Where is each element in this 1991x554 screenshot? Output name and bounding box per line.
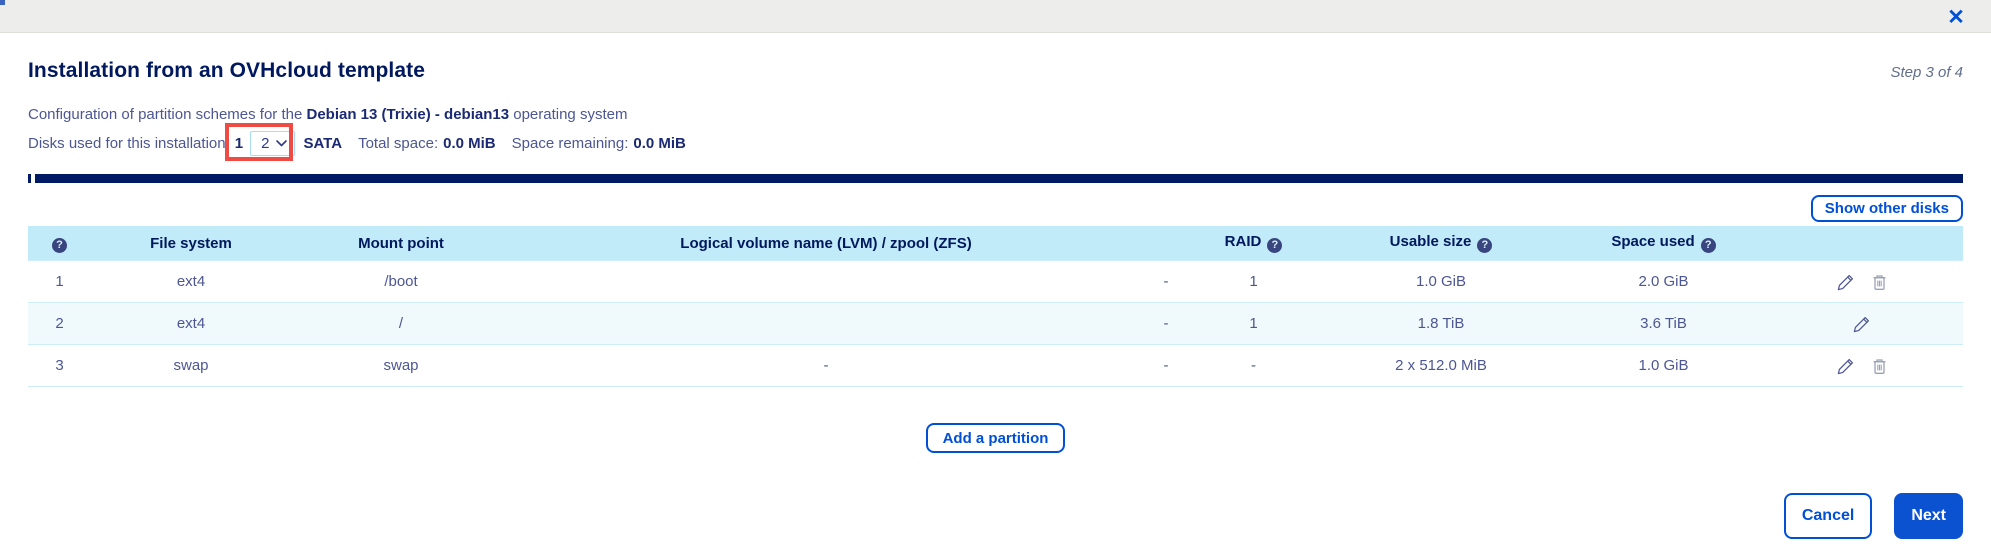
- window-top-bar: ✕: [0, 0, 1991, 33]
- disks-total-value: 1: [234, 134, 244, 152]
- disk-usage-bar: [28, 174, 1963, 183]
- cell-raid: 1: [1249, 273, 1258, 290]
- cell-mount-point: /: [398, 315, 404, 332]
- help-icon[interactable]: ?: [1700, 237, 1716, 253]
- cell-order: 3: [55, 357, 64, 374]
- delete-partition-button[interactable]: [1871, 273, 1888, 291]
- cell-file-system: ext4: [176, 315, 206, 332]
- table-row: 2 ext4 / - 1 1.8 TiB 3.6 TiB: [28, 302, 1963, 344]
- space-remaining-value: 0.0 MiB: [633, 134, 686, 152]
- cell-blank: -: [1163, 357, 1169, 374]
- config-suffix: operating system: [509, 106, 628, 123]
- page-title: Installation from an OVHcloud template: [28, 59, 426, 82]
- config-line: Configuration of partition schemes for t…: [28, 103, 1963, 126]
- cell-space-used: 2.0 GiB: [1638, 273, 1689, 290]
- corner-artifact: [0, 0, 5, 5]
- cell-blank: -: [1163, 273, 1169, 290]
- cell-blank: -: [1163, 315, 1169, 332]
- column-header-file-system: File system: [150, 234, 232, 252]
- partition-table: ? File system Mount point Logical volume…: [28, 226, 1963, 387]
- table-bottom-border: [28, 386, 1963, 387]
- column-header-space-used: Space used?: [1566, 233, 1761, 253]
- space-remaining-label: Space remaining:: [511, 134, 629, 152]
- disk-type-label: SATA: [303, 134, 343, 152]
- cell-usable-size: 2 x 512.0 MiB: [1395, 357, 1487, 374]
- delete-partition-button[interactable]: [1871, 357, 1888, 375]
- os-name: Debian 13 (Trixie) - debian13: [306, 106, 510, 123]
- edit-partition-button[interactable]: [1837, 273, 1855, 291]
- column-header-raid: RAID?: [1191, 233, 1316, 253]
- cell-mount-point: /boot: [384, 273, 418, 290]
- help-icon[interactable]: ?: [1477, 237, 1493, 253]
- config-prefix: Configuration of partition schemes for t…: [28, 106, 307, 123]
- help-icon[interactable]: ?: [1267, 237, 1283, 253]
- cell-raid: -: [1251, 357, 1256, 374]
- show-other-disks-button[interactable]: Show other disks: [1810, 195, 1963, 222]
- cell-file-system: swap: [173, 357, 209, 374]
- next-button[interactable]: Next: [1894, 493, 1963, 539]
- edit-partition-button[interactable]: [1853, 315, 1871, 333]
- table-row: 1 ext4 /boot - 1 1.0 GiB 2.0 GiB: [28, 260, 1963, 302]
- total-space-label: Total space:: [358, 134, 439, 152]
- step-indicator: Step 3 of 4: [1890, 64, 1963, 81]
- cell-raid: 1: [1249, 315, 1258, 332]
- cancel-button[interactable]: Cancel: [1783, 493, 1873, 539]
- disks-line: Disks used for this installation: 1 2 SA…: [28, 123, 1963, 161]
- cell-space-used: 1.0 GiB: [1638, 357, 1689, 374]
- column-header-mount-point: Mount point: [358, 234, 444, 252]
- cell-lvm: -: [823, 357, 829, 374]
- dialog-content: Installation from an OVHcloud template S…: [0, 59, 1991, 539]
- pencil-icon: [1837, 358, 1853, 374]
- pencil-icon: [1837, 274, 1853, 290]
- table-header-row: ? File system Mount point Logical volume…: [28, 226, 1963, 260]
- disks-count-select[interactable]: 2: [250, 130, 296, 156]
- cell-space-used: 3.6 TiB: [1640, 315, 1687, 332]
- table-row: 3 swap swap - - - 2 x 512.0 MiB 1.0 GiB: [28, 344, 1963, 386]
- column-header-lvm: Logical volume name (LVM) / zpool (ZFS): [680, 234, 972, 252]
- cell-usable-size: 1.8 TiB: [1417, 315, 1465, 332]
- pencil-icon: [1853, 316, 1869, 332]
- trash-icon: [1873, 274, 1885, 290]
- cell-usable-size: 1.0 GiB: [1415, 273, 1467, 290]
- trash-icon: [1873, 358, 1885, 374]
- add-partition-button[interactable]: Add a partition: [925, 423, 1066, 453]
- disk-usage-bar-segment: [28, 174, 31, 183]
- disk-usage-bar-fill: [35, 174, 1963, 183]
- cell-mount-point: swap: [383, 357, 419, 374]
- help-icon[interactable]: ?: [52, 237, 67, 253]
- total-space-value: 0.0 MiB: [443, 134, 496, 152]
- chevron-down-icon: [276, 139, 288, 146]
- cell-order: 1: [55, 273, 64, 290]
- column-header-usable-size: Usable size?: [1316, 233, 1566, 253]
- edit-partition-button[interactable]: [1837, 357, 1855, 375]
- cell-file-system: ext4: [176, 273, 206, 290]
- disks-label: Disks used for this installation:: [28, 134, 230, 152]
- close-icon[interactable]: ✕: [1947, 5, 1965, 29]
- cell-order: 2: [55, 315, 64, 332]
- disks-count-selected-value: 2: [261, 134, 270, 152]
